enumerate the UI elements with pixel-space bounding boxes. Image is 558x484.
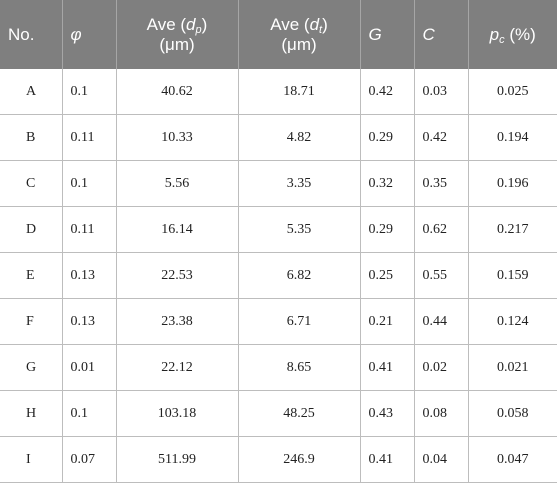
cell-ave-dt: 4.82 [238, 114, 361, 161]
cell-ave-dt: 3.35 [238, 160, 361, 207]
cell-ave-dp: 22.53 [116, 252, 239, 299]
cell-ave-dt: 5.35 [238, 206, 361, 253]
header-ave-dt-var: d [309, 14, 320, 34]
table-row: C 0.1 5.56 3.35 0.32 0.35 0.196 [0, 160, 557, 207]
header-ave-dt: Ave (dt) (μm) [238, 0, 361, 69]
header-ave-dp: Ave (dp) (μm) [116, 0, 239, 69]
table-row: H 0.1 103.18 48.25 0.43 0.08 0.058 [0, 390, 557, 437]
cell-ave-dp: 16.14 [116, 206, 239, 253]
header-c-symbol: C [422, 24, 435, 44]
table-row: G 0.01 22.12 8.65 0.41 0.02 0.021 [0, 344, 557, 391]
cell-no: G [0, 344, 63, 391]
header-row: No. φ Ave (dp) (μm) Ave (dt) (μm) G C pc… [0, 0, 557, 69]
header-ave-dp-pre: Ave ( [146, 14, 187, 34]
cell-g: 0.29 [360, 114, 415, 161]
cell-g: 0.41 [360, 436, 415, 483]
header-ave-dt-sub: t [319, 23, 323, 36]
cell-phi: 0.11 [62, 114, 117, 161]
cell-ave-dt: 8.65 [238, 344, 361, 391]
header-pc: pc (%) [468, 0, 557, 69]
header-ave-dp-var: d [186, 14, 196, 34]
header-ave-dt-post: ) [322, 14, 328, 34]
header-g: G [360, 0, 415, 69]
cell-ave-dp: 103.18 [116, 390, 239, 437]
cell-ave-dp: 5.56 [116, 160, 239, 207]
cell-pc: 0.159 [468, 252, 557, 299]
cell-ave-dp: 40.62 [116, 69, 239, 115]
cell-no: D [0, 206, 63, 253]
table-row: I 0.07 511.99 246.9 0.41 0.04 0.047 [0, 436, 557, 483]
cell-g: 0.42 [360, 69, 415, 115]
header-ave-dp-sub: p [195, 23, 202, 36]
cell-phi: 0.1 [62, 160, 117, 207]
cell-no: C [0, 160, 63, 207]
cell-c: 0.35 [414, 160, 469, 207]
cell-phi: 0.13 [62, 298, 117, 345]
cell-g: 0.29 [360, 206, 415, 253]
cell-c: 0.55 [414, 252, 469, 299]
cell-c: 0.03 [414, 69, 469, 115]
cell-pc: 0.217 [468, 206, 557, 253]
cell-no: A [0, 69, 63, 115]
header-pc-sub: c [499, 33, 505, 46]
cell-phi: 0.07 [62, 436, 117, 483]
cell-no: H [0, 390, 63, 437]
cell-ave-dp: 10.33 [116, 114, 239, 161]
cell-no: I [0, 436, 63, 483]
header-ave-dt-pre: Ave ( [270, 14, 310, 34]
cell-g: 0.32 [360, 160, 415, 207]
table-row: A 0.1 40.62 18.71 0.42 0.03 0.025 [0, 69, 557, 115]
header-pc-post: (%) [504, 24, 536, 44]
header-c: C [414, 0, 469, 69]
header-ave-dp-post: ) [201, 14, 208, 34]
cell-c: 0.44 [414, 298, 469, 345]
cell-phi: 0.1 [62, 390, 117, 437]
cell-c: 0.04 [414, 436, 469, 483]
table-row: E 0.13 22.53 6.82 0.25 0.55 0.159 [0, 252, 557, 299]
cell-c: 0.42 [414, 114, 469, 161]
cell-phi: 0.1 [62, 69, 117, 115]
table-row: D 0.11 16.14 5.35 0.29 0.62 0.217 [0, 206, 557, 253]
cell-pc: 0.058 [468, 390, 557, 437]
cell-pc: 0.047 [468, 436, 557, 483]
cell-no: E [0, 252, 63, 299]
table-row: F 0.13 23.38 6.71 0.21 0.44 0.124 [0, 298, 557, 345]
cell-ave-dp: 23.38 [116, 298, 239, 345]
cell-c: 0.62 [414, 206, 469, 253]
cell-c: 0.08 [414, 390, 469, 437]
cell-g: 0.41 [360, 344, 415, 391]
cell-ave-dt: 18.71 [238, 69, 361, 115]
cell-no: B [0, 114, 63, 161]
header-phi-symbol: φ [70, 24, 82, 44]
header-phi: φ [62, 0, 117, 69]
header-no: No. [0, 0, 63, 69]
header-ave-dp-unit: (μm) [159, 34, 195, 54]
header-pc-var: p [489, 24, 500, 44]
header-g-symbol: G [368, 24, 382, 44]
cell-no: F [0, 298, 63, 345]
cell-g: 0.25 [360, 252, 415, 299]
cell-ave-dt: 246.9 [238, 436, 361, 483]
cell-pc: 0.021 [468, 344, 557, 391]
table-row: B 0.11 10.33 4.82 0.29 0.42 0.194 [0, 114, 557, 161]
cell-g: 0.21 [360, 298, 415, 345]
cell-pc: 0.025 [468, 69, 557, 115]
cell-phi: 0.01 [62, 344, 117, 391]
cell-pc: 0.196 [468, 160, 557, 207]
cell-phi: 0.13 [62, 252, 117, 299]
cell-ave-dt: 6.71 [238, 298, 361, 345]
cell-ave-dp: 511.99 [116, 436, 239, 483]
cell-pc: 0.124 [468, 298, 557, 345]
cell-g: 0.43 [360, 390, 415, 437]
cell-ave-dp: 22.12 [116, 344, 239, 391]
cell-ave-dt: 48.25 [238, 390, 361, 437]
cell-phi: 0.11 [62, 206, 117, 253]
cell-pc: 0.194 [468, 114, 557, 161]
cell-c: 0.02 [414, 344, 469, 391]
cell-ave-dt: 6.82 [238, 252, 361, 299]
header-ave-dt-unit: (μm) [281, 34, 317, 54]
